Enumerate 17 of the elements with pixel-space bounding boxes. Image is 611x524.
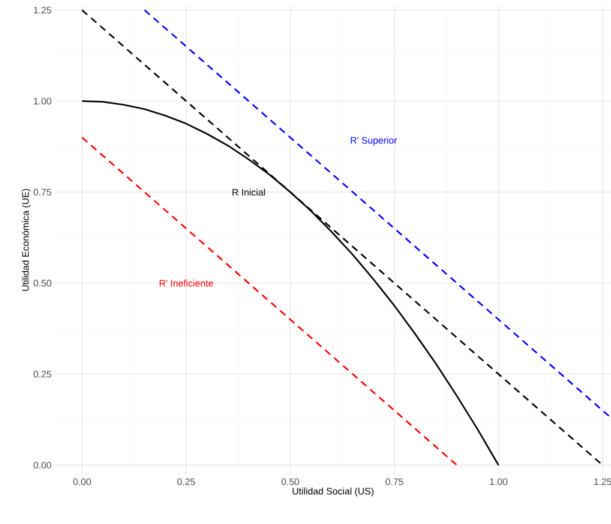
y-tick-label: 0.25 — [34, 370, 52, 378]
x-tick-label: 0.25 — [177, 478, 196, 486]
y-tick-label: 0.50 — [34, 280, 52, 286]
x-tick-label: 1.25 — [594, 478, 611, 486]
x-tick-label: 0.00 — [73, 478, 91, 486]
y-axis-title: Utilidad Económica (UE) — [22, 189, 31, 291]
y-tick-label: 1.25 — [34, 6, 52, 14]
y-tick-label: 0.75 — [34, 188, 52, 196]
x-axis-title: Utilidad Social (US) — [292, 488, 374, 496]
x-tick-label: 0.75 — [386, 478, 404, 486]
text: R' Superior — [350, 136, 397, 146]
x-tick-label: 0.50 — [281, 478, 300, 486]
series-label: R Inicial — [232, 188, 265, 196]
x-tick-label: 1.00 — [490, 478, 508, 486]
y-tick-label: 1.00 — [34, 98, 52, 104]
y-tick-label: 0.00 — [34, 462, 52, 469]
text: R' Ineficiente — [160, 280, 213, 287]
